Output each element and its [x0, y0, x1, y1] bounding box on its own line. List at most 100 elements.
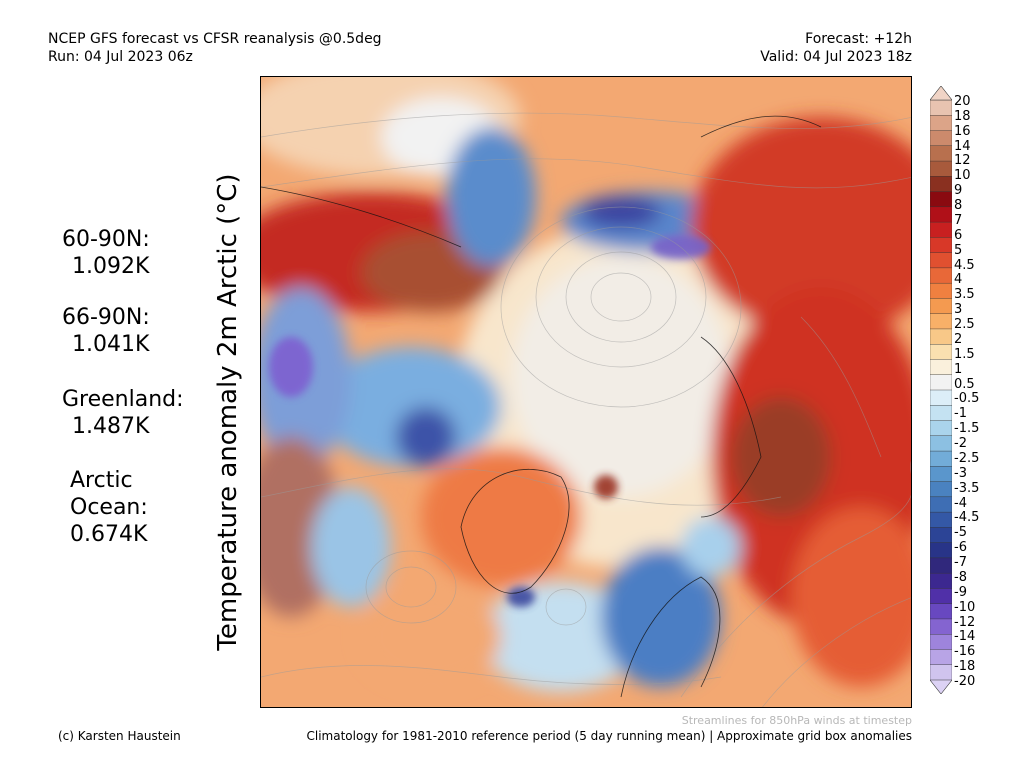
- colorbar-cell: [930, 603, 952, 620]
- barents-cold-region: [681, 517, 741, 577]
- colorbar-cell: [930, 344, 952, 360]
- siberia-coast: [700, 115, 822, 138]
- colorbar-tick-label: 8: [954, 198, 963, 214]
- colorbar-tick-label: -8: [954, 569, 967, 585]
- colorbar-cell: [930, 557, 952, 574]
- wind-streamlines: [261, 112, 911, 707]
- colorbar-tick-label: 2: [954, 331, 963, 347]
- colorbar-tick-label: 16: [954, 123, 971, 139]
- stat-value: 1.092K: [72, 254, 150, 279]
- colorbar-tick-label: 6: [954, 227, 963, 243]
- streamline: [261, 112, 911, 138]
- streamline-loop: [545, 588, 587, 626]
- colorbar-cell: [930, 420, 952, 437]
- colorbar-cell: [930, 435, 952, 452]
- stat-value: 1.487K: [72, 414, 150, 439]
- colorbar-tick-label: -12: [954, 614, 976, 630]
- colorbar-cell: [930, 481, 952, 498]
- colorbar-cell: [930, 389, 952, 406]
- streamline: [261, 158, 911, 189]
- colorbar: [930, 86, 952, 694]
- streamline: [800, 316, 882, 458]
- run-time: Run: 04 Jul 2023 06z: [48, 49, 193, 65]
- colorbar-cell: [930, 99, 952, 116]
- colorbar-tick-label: 9: [954, 183, 963, 199]
- map-svg: [261, 77, 911, 707]
- colorbar-tick-label: -6: [954, 540, 967, 556]
- colorbar-cell: [930, 450, 952, 467]
- colorbar-cell: [930, 221, 952, 238]
- forecast-lead: Forecast: +12h: [805, 31, 912, 47]
- pole-region: [511, 257, 731, 497]
- streamline: [762, 597, 911, 707]
- stat-label: 66-90N:: [62, 305, 150, 330]
- colorbar-cell: [930, 527, 952, 544]
- streamline: [680, 460, 911, 698]
- colorbar-tick-label: -5: [954, 525, 967, 541]
- colorbar-tick-label: -3.5: [954, 480, 980, 496]
- colorbar-cell: [930, 298, 952, 315]
- europe-warm-region: [791, 507, 911, 687]
- siberia-warm-region: [691, 117, 911, 337]
- colorbar-cells: [930, 86, 952, 694]
- north-atlantic-cold-region: [481, 582, 641, 692]
- valid-time: Valid: 04 Jul 2023 18z: [760, 49, 912, 65]
- colorbar-cell: [930, 160, 952, 177]
- colorbar-tick-label: 1.5: [954, 346, 975, 362]
- colorbar-cell: [930, 237, 952, 254]
- colorbar-tick-label: 4: [954, 272, 963, 288]
- colorbar-tick-label: 14: [954, 138, 971, 154]
- colorbar-max-arrow: [930, 86, 952, 101]
- colorbar-tick-label: -1: [954, 406, 967, 422]
- colorbar-tick-label: 12: [954, 153, 971, 169]
- colorbar-cell: [930, 252, 952, 269]
- colorbar-cell: [930, 267, 952, 284]
- colorbar-tick-label: -0.5: [954, 391, 980, 407]
- chukchi-cold-region: [446, 127, 536, 267]
- streamline-loop: [590, 272, 652, 322]
- colorbar-tick-label: -7: [954, 555, 967, 571]
- colorbar-cell: [930, 145, 952, 162]
- eurasia-hot-region: [731, 397, 831, 517]
- credit: (c) Karsten Haustein: [58, 729, 181, 743]
- stat-66-90n: 66-90N: 1.041K: [62, 304, 150, 358]
- colorbar-tick-label: -1.5: [954, 421, 980, 437]
- colorbar-cell: [930, 191, 952, 208]
- stat-arctic-ocean: Arctic Ocean: 0.674K: [70, 467, 148, 548]
- streamline-loop: [385, 566, 437, 608]
- colorbar-tick-label: -4: [954, 495, 967, 511]
- colorbar-tick-label: -2: [954, 436, 967, 452]
- scandinavia-coast: [620, 576, 721, 698]
- colorbar-cell: [930, 511, 952, 528]
- streamline-loop: [535, 226, 707, 368]
- labrador-sea-cold-region: [311, 487, 391, 607]
- colorbar-cell: [930, 588, 952, 605]
- very-cold-region: [581, 196, 661, 228]
- svalbard-hot-region: [594, 475, 618, 499]
- stat-value: 1.041K: [72, 332, 150, 357]
- eurasia-coast: [700, 336, 762, 518]
- map-title: NCEP GFS forecast vs CFSR reanalysis @0.…: [48, 31, 382, 47]
- colorbar-cell: [930, 282, 952, 299]
- colorbar-tick-label: 0.5: [954, 376, 975, 392]
- colorbar-cell: [930, 206, 952, 223]
- colorbar-tick-label: 5: [954, 242, 963, 258]
- climatology-note: Climatology for 1981-2010 reference peri…: [306, 729, 913, 743]
- streamline-loop: [365, 550, 457, 624]
- colorbar-cell: [930, 374, 952, 391]
- stat-value: 0.674K: [70, 522, 148, 547]
- coastlines: [261, 115, 822, 698]
- alaska-coast: [261, 186, 462, 248]
- stat-greenland: Greenland: 1.487K: [62, 386, 184, 440]
- stat-label: 60-90N:: [62, 227, 150, 252]
- colorbar-cell: [930, 618, 952, 635]
- iceland-cold-region: [507, 587, 535, 607]
- colorbar-tick-label: -14: [954, 629, 976, 645]
- colorbar-cell: [930, 328, 952, 345]
- colorbar-cell: [930, 130, 952, 147]
- greenland-warm-region: [421, 447, 581, 587]
- colorbar-tick-label: -16: [954, 644, 976, 660]
- colorbar-tick-label: -4.5: [954, 510, 980, 526]
- colorbar-cell: [930, 313, 952, 330]
- anomaly-map: [260, 76, 912, 708]
